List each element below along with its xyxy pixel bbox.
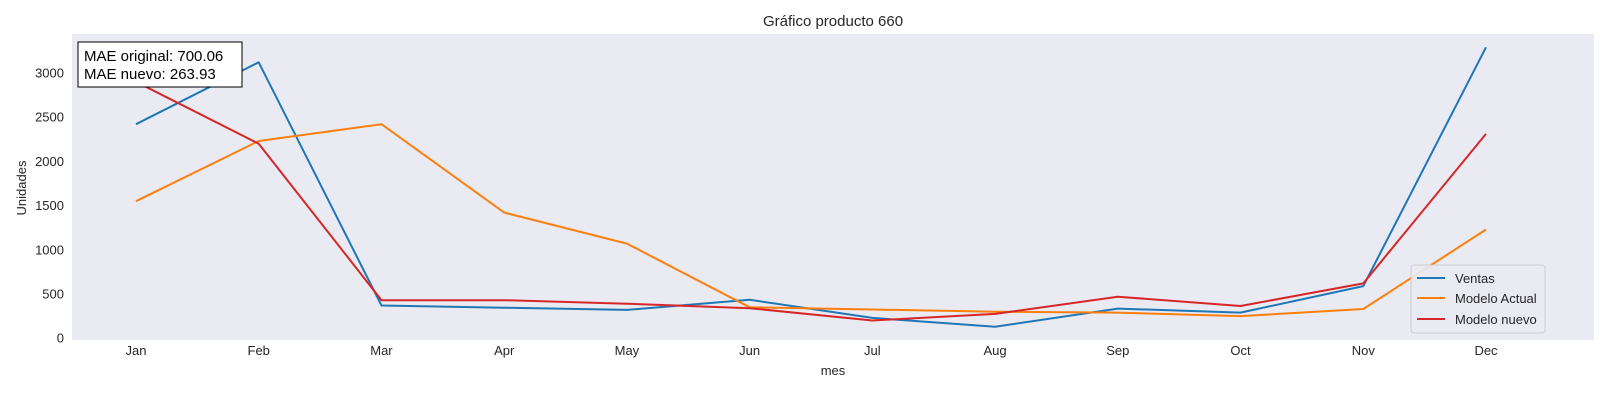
x-tick-label: Feb <box>248 343 270 358</box>
x-tick-label: Aug <box>984 343 1007 358</box>
mae-annotation: MAE original: 700.06 MAE nuevo: 263.93 <box>77 41 243 88</box>
y-tick-label: 500 <box>42 287 64 302</box>
series-lines <box>135 46 1487 328</box>
legend-label-modelo-nuevo: Modelo nuevo <box>1455 312 1537 327</box>
legend: Ventas Modelo Actual Modelo nuevo <box>1410 264 1546 334</box>
y-tick-label: 1000 <box>35 242 64 257</box>
y-tick-label: 0 <box>57 331 64 346</box>
y-axis-title: Unidades <box>14 160 29 215</box>
mae-new-text: MAE nuevo: 263.93 <box>84 66 216 83</box>
x-tick-label: Dec <box>1474 343 1498 358</box>
series-line-modelo-nuevo <box>135 80 1487 322</box>
x-axis-title: mes <box>821 363 846 378</box>
x-tick-label: Jun <box>739 343 760 358</box>
x-tick-label: Oct <box>1230 343 1251 358</box>
series-line-modelo-actual <box>135 123 1487 318</box>
y-tick-labels: 0 500 1000 1500 2000 2500 3000 <box>35 65 64 345</box>
legend-label-modelo-actual: Modelo Actual <box>1455 291 1537 306</box>
x-tick-labels: Jan Feb Mar Apr May Jun Jul Aug Sep Oct Nov Dec <box>126 343 1499 358</box>
y-tick-label: 2500 <box>35 110 64 125</box>
y-tick-label: 2000 <box>35 154 64 169</box>
mae-annotation-box <box>77 41 243 88</box>
x-tick-label: Jan <box>126 343 147 358</box>
x-tick-label: Nov <box>1352 343 1376 358</box>
y-tick-label: 3000 <box>35 65 64 80</box>
x-tick-label: May <box>615 343 640 358</box>
legend-label-ventas: Ventas <box>1455 271 1495 286</box>
x-tick-label: Jul <box>864 343 881 358</box>
y-tick-label: 1500 <box>35 198 64 213</box>
plot-background <box>72 34 1594 340</box>
x-tick-label: Apr <box>494 343 515 358</box>
x-tick-label: Sep <box>1106 343 1129 358</box>
x-tick-label: Mar <box>370 343 393 358</box>
chart-title: Gráfico producto 660 <box>763 13 903 30</box>
legend-box <box>1410 264 1546 334</box>
mae-original-text: MAE original: 700.06 <box>84 48 223 65</box>
